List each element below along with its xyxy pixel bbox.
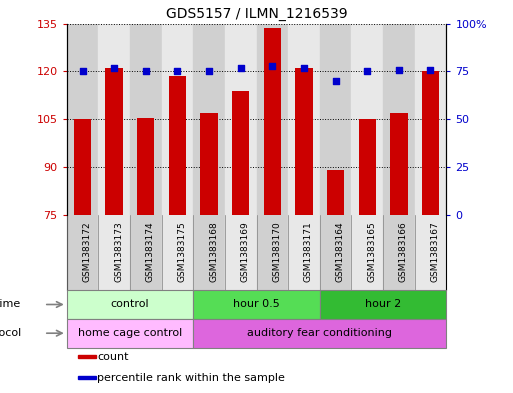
Point bbox=[173, 68, 182, 75]
Text: GSM1383169: GSM1383169 bbox=[241, 221, 250, 282]
Text: GSM1383174: GSM1383174 bbox=[146, 221, 155, 282]
Bar bbox=[201, 113, 218, 215]
Text: GSM1383170: GSM1383170 bbox=[272, 221, 281, 282]
Point bbox=[78, 68, 87, 75]
Text: count: count bbox=[97, 352, 129, 362]
Text: GSM1383167: GSM1383167 bbox=[430, 221, 440, 282]
Text: GSM1383171: GSM1383171 bbox=[304, 221, 313, 282]
Bar bbox=[256, 215, 288, 290]
Point bbox=[331, 78, 340, 84]
Text: hour 0.5: hour 0.5 bbox=[233, 299, 280, 310]
Text: percentile rank within the sample: percentile rank within the sample bbox=[97, 373, 285, 383]
Text: GSM1383164: GSM1383164 bbox=[336, 221, 345, 282]
Text: GSM1383173: GSM1383173 bbox=[114, 221, 123, 282]
Text: GSM1383172: GSM1383172 bbox=[83, 221, 91, 282]
Bar bbox=[137, 118, 154, 215]
Text: auditory fear conditioning: auditory fear conditioning bbox=[247, 328, 392, 338]
Bar bbox=[320, 24, 351, 215]
Point bbox=[426, 66, 435, 73]
Title: GDS5157 / ILMN_1216539: GDS5157 / ILMN_1216539 bbox=[166, 7, 347, 21]
Text: GSM1383168: GSM1383168 bbox=[209, 221, 218, 282]
Bar bbox=[232, 90, 249, 215]
Bar bbox=[162, 24, 193, 215]
Bar bbox=[67, 24, 98, 215]
Bar bbox=[225, 215, 256, 290]
Bar bbox=[320, 290, 446, 319]
Bar bbox=[130, 215, 162, 290]
Text: protocol: protocol bbox=[0, 328, 21, 338]
Bar bbox=[106, 68, 123, 215]
Bar bbox=[351, 24, 383, 215]
Text: hour 2: hour 2 bbox=[365, 299, 401, 310]
Bar bbox=[288, 24, 320, 215]
Bar bbox=[225, 24, 256, 215]
Bar bbox=[78, 376, 96, 379]
Bar bbox=[193, 215, 225, 290]
Bar bbox=[320, 215, 351, 290]
Bar bbox=[390, 113, 407, 215]
Bar bbox=[351, 215, 383, 290]
Text: home cage control: home cage control bbox=[78, 328, 182, 338]
Point bbox=[363, 68, 371, 75]
Bar bbox=[130, 24, 162, 215]
Text: GSM1383175: GSM1383175 bbox=[177, 221, 186, 282]
Bar bbox=[415, 215, 446, 290]
Bar bbox=[98, 215, 130, 290]
Bar bbox=[193, 24, 225, 215]
Text: time: time bbox=[0, 299, 21, 310]
Point bbox=[142, 68, 150, 75]
Bar bbox=[295, 68, 312, 215]
Bar bbox=[288, 215, 320, 290]
Bar bbox=[383, 24, 415, 215]
Point bbox=[205, 68, 213, 75]
Point bbox=[268, 62, 277, 69]
Bar bbox=[193, 290, 320, 319]
Point bbox=[110, 64, 118, 71]
Bar bbox=[74, 119, 91, 215]
Point bbox=[236, 64, 245, 71]
Bar bbox=[422, 72, 439, 215]
Bar bbox=[78, 355, 96, 358]
Bar bbox=[383, 215, 415, 290]
Bar bbox=[98, 24, 130, 215]
Point bbox=[394, 66, 403, 73]
Text: GSM1383166: GSM1383166 bbox=[399, 221, 408, 282]
Bar bbox=[264, 28, 281, 215]
Text: control: control bbox=[111, 299, 149, 310]
Bar bbox=[359, 119, 376, 215]
Bar bbox=[169, 76, 186, 215]
Bar bbox=[67, 215, 98, 290]
Point bbox=[300, 64, 308, 71]
Bar bbox=[256, 24, 288, 215]
Bar bbox=[67, 290, 193, 319]
Bar bbox=[67, 319, 193, 347]
Text: GSM1383165: GSM1383165 bbox=[367, 221, 376, 282]
Bar bbox=[415, 24, 446, 215]
Bar bbox=[327, 170, 344, 215]
Bar bbox=[162, 215, 193, 290]
Bar bbox=[193, 319, 446, 347]
